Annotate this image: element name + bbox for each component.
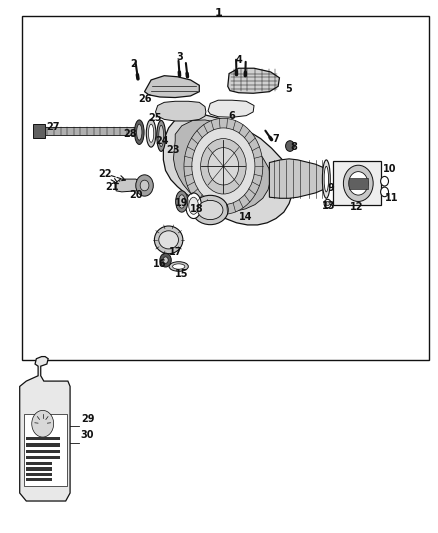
Text: 25: 25 (149, 114, 162, 123)
Ellipse shape (169, 262, 188, 271)
Ellipse shape (159, 231, 178, 249)
Bar (26, 478, 52, 481)
Bar (33, 124, 45, 138)
Text: 8: 8 (290, 142, 297, 152)
Text: 6: 6 (229, 111, 236, 121)
Bar (26, 473, 52, 476)
Text: 13: 13 (322, 201, 335, 211)
Circle shape (163, 257, 168, 263)
Text: 16: 16 (153, 260, 166, 269)
Circle shape (343, 165, 373, 201)
Polygon shape (145, 76, 199, 98)
Ellipse shape (159, 125, 163, 147)
Text: 12: 12 (350, 202, 364, 212)
Circle shape (184, 118, 263, 214)
Ellipse shape (322, 160, 330, 198)
Polygon shape (269, 159, 324, 198)
Circle shape (32, 410, 53, 437)
Circle shape (160, 253, 171, 267)
Circle shape (381, 187, 389, 197)
Polygon shape (173, 120, 271, 211)
Text: 21: 21 (105, 182, 118, 191)
Text: 11: 11 (385, 193, 399, 203)
Text: 10: 10 (383, 165, 396, 174)
Ellipse shape (189, 197, 198, 214)
Circle shape (201, 139, 246, 194)
Ellipse shape (186, 193, 201, 219)
Text: 18: 18 (190, 204, 204, 214)
Bar (26, 462, 52, 465)
Text: 28: 28 (123, 130, 137, 139)
Ellipse shape (137, 124, 142, 140)
Bar (24, 414, 67, 486)
Circle shape (136, 175, 153, 196)
Ellipse shape (157, 120, 166, 151)
Text: 20: 20 (129, 190, 142, 199)
Ellipse shape (154, 226, 183, 254)
Ellipse shape (192, 195, 228, 225)
Text: 4: 4 (235, 55, 242, 64)
Ellipse shape (198, 200, 223, 220)
Circle shape (192, 128, 255, 205)
Text: 2: 2 (130, 59, 137, 69)
Text: 30: 30 (81, 431, 94, 440)
Text: 29: 29 (81, 415, 94, 424)
Text: 26: 26 (138, 94, 151, 103)
Bar (26, 456, 60, 459)
Text: 1: 1 (215, 8, 223, 18)
Polygon shape (20, 357, 70, 501)
Ellipse shape (176, 191, 188, 212)
Ellipse shape (148, 124, 154, 142)
Text: 14: 14 (239, 212, 252, 222)
Text: 24: 24 (155, 136, 169, 146)
Text: 19: 19 (175, 198, 188, 207)
Polygon shape (116, 179, 141, 192)
Circle shape (208, 148, 239, 185)
Ellipse shape (178, 195, 185, 208)
Bar (26, 467, 52, 471)
Circle shape (140, 180, 149, 191)
Text: 5: 5 (286, 84, 293, 94)
Bar (26, 437, 60, 440)
Ellipse shape (134, 120, 144, 144)
Circle shape (286, 141, 294, 151)
Text: 3: 3 (176, 52, 183, 62)
Polygon shape (155, 101, 206, 121)
Circle shape (381, 176, 389, 186)
Text: 17: 17 (169, 247, 182, 257)
Circle shape (326, 201, 329, 206)
Text: 22: 22 (99, 169, 112, 179)
Bar (349, 178, 368, 189)
Polygon shape (208, 100, 254, 117)
Ellipse shape (324, 166, 328, 192)
Text: 7: 7 (272, 134, 279, 143)
Polygon shape (163, 115, 293, 225)
Bar (26, 443, 60, 447)
Circle shape (324, 199, 331, 208)
Ellipse shape (146, 119, 156, 147)
Text: 9: 9 (327, 183, 334, 192)
Text: 15: 15 (175, 270, 188, 279)
Circle shape (349, 172, 368, 195)
Bar (26, 450, 60, 453)
Ellipse shape (173, 264, 185, 269)
Polygon shape (228, 68, 279, 93)
Text: 27: 27 (46, 122, 59, 132)
Bar (333, 161, 381, 205)
Bar (22, 16, 429, 360)
Text: 23: 23 (166, 146, 180, 155)
Bar (45, 127, 139, 135)
